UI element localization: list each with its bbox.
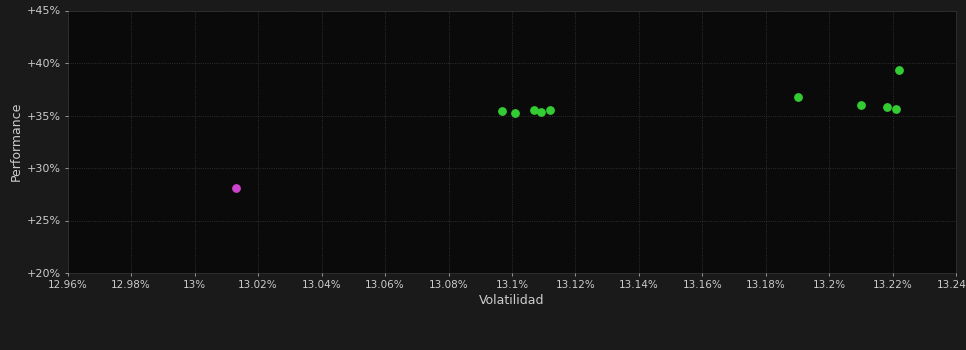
Point: [526, 107, 542, 113]
Point: [533, 110, 549, 115]
Point: [542, 107, 557, 113]
Point: [495, 108, 510, 114]
Point: [889, 106, 904, 111]
Point: [879, 104, 895, 110]
Point: [853, 102, 868, 108]
Point: [507, 111, 523, 116]
X-axis label: Volatilidad: Volatilidad: [479, 294, 545, 307]
Y-axis label: Performance: Performance: [10, 102, 22, 181]
Point: [790, 94, 806, 99]
Point: [228, 185, 243, 191]
Point: [892, 68, 907, 73]
